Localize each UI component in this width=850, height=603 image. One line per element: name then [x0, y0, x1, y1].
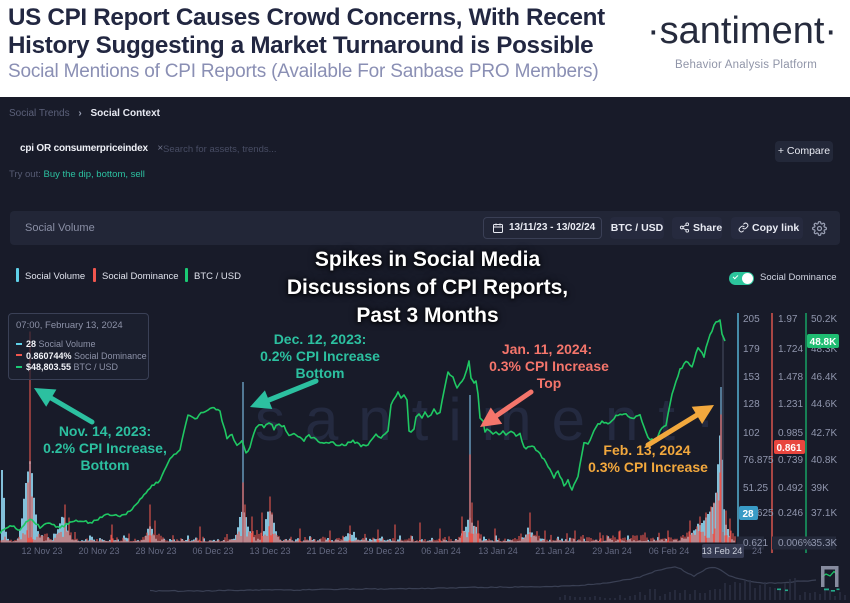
- svg-text:0.246: 0.246: [778, 508, 803, 519]
- svg-text:0.2% CPI Increase: 0.2% CPI Increase: [260, 348, 380, 364]
- svg-text:50.2K: 50.2K: [811, 314, 837, 325]
- svg-text:Bottom: Bottom: [296, 365, 345, 381]
- svg-text:0.006%: 0.006%: [778, 538, 812, 549]
- svg-text:24: 24: [752, 546, 762, 556]
- svg-text:25.625: 25.625: [743, 508, 774, 519]
- svg-text:21 Jan 24: 21 Jan 24: [535, 546, 575, 556]
- svg-text:20 Nov 23: 20 Nov 23: [78, 546, 119, 556]
- svg-text:48.3K: 48.3K: [811, 344, 837, 355]
- svg-text:76.875: 76.875: [743, 455, 774, 466]
- svg-text:44.6K: 44.6K: [811, 399, 837, 410]
- svg-text:13 Dec 23: 13 Dec 23: [249, 546, 290, 556]
- svg-text:06 Jan 24: 06 Jan 24: [421, 546, 461, 556]
- svg-text:1.231: 1.231: [778, 399, 803, 410]
- svg-text:48.8K: 48.8K: [810, 337, 837, 348]
- svg-text:42.7K: 42.7K: [811, 428, 837, 439]
- svg-text:179: 179: [743, 344, 760, 355]
- svg-text:46.4K: 46.4K: [811, 372, 837, 383]
- svg-text:0.739: 0.739: [778, 455, 803, 466]
- svg-text:12 Nov 23: 12 Nov 23: [21, 546, 62, 556]
- svg-text:35.3K: 35.3K: [811, 538, 837, 549]
- svg-text:13 Feb 24: 13 Feb 24: [702, 546, 743, 556]
- svg-text:102: 102: [743, 428, 760, 439]
- svg-text:1.724: 1.724: [778, 344, 803, 355]
- svg-text:39K: 39K: [811, 483, 829, 494]
- svg-text:Jan. 11, 2024:: Jan. 11, 2024:: [502, 341, 592, 357]
- svg-text:153: 153: [743, 372, 760, 383]
- svg-text:205: 205: [743, 314, 760, 325]
- svg-text:0.621: 0.621: [743, 538, 768, 549]
- svg-text:Feb. 13, 2024: Feb. 13, 2024: [603, 442, 690, 458]
- svg-text:0.985: 0.985: [778, 428, 803, 439]
- svg-text:0.861: 0.861: [776, 443, 801, 454]
- svg-text:Nov. 14, 2023:: Nov. 14, 2023:: [59, 423, 151, 439]
- svg-text:128: 128: [743, 399, 760, 410]
- svg-text:Top: Top: [537, 375, 562, 391]
- svg-text:0.492: 0.492: [778, 483, 803, 494]
- svg-text:21 Dec 23: 21 Dec 23: [306, 546, 347, 556]
- svg-text:29 Dec 23: 29 Dec 23: [363, 546, 404, 556]
- svg-text:28 Nov 23: 28 Nov 23: [135, 546, 176, 556]
- svg-text:1.478: 1.478: [778, 372, 803, 383]
- svg-text:40.8K: 40.8K: [811, 455, 837, 466]
- svg-text:29 Jan 24: 29 Jan 24: [592, 546, 632, 556]
- svg-text:1.97: 1.97: [778, 314, 798, 325]
- svg-text:0.3% CPI Increase: 0.3% CPI Increase: [588, 459, 708, 475]
- svg-text:0.2% CPI Increase,: 0.2% CPI Increase,: [43, 440, 167, 456]
- svg-text:Bottom: Bottom: [81, 457, 130, 473]
- svg-text:06 Dec 23: 06 Dec 23: [192, 546, 233, 556]
- svg-text:Dec. 12, 2023:: Dec. 12, 2023:: [274, 331, 367, 347]
- svg-text:37.1K: 37.1K: [811, 508, 837, 519]
- svg-text:06 Feb 24: 06 Feb 24: [649, 546, 690, 556]
- svg-text:0.3% CPI Increase: 0.3% CPI Increase: [489, 358, 609, 374]
- svg-text:13 Jan 24: 13 Jan 24: [478, 546, 518, 556]
- svg-text:51.25: 51.25: [743, 483, 768, 494]
- svg-text:28: 28: [742, 509, 754, 520]
